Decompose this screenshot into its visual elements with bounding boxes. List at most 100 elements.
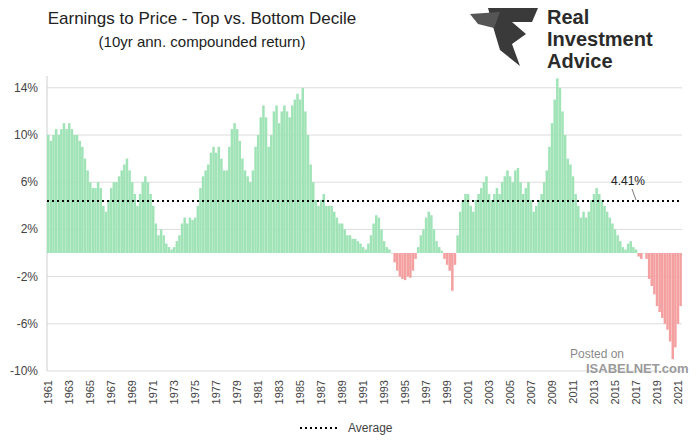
bar xyxy=(514,170,516,253)
bar xyxy=(661,253,663,318)
bar xyxy=(249,182,251,253)
bar xyxy=(645,253,647,259)
x-tick-label: 1991 xyxy=(357,380,369,404)
bar xyxy=(469,206,471,253)
bar xyxy=(260,117,262,253)
bar xyxy=(204,170,206,253)
bar xyxy=(674,253,676,347)
bar xyxy=(123,165,125,254)
bar xyxy=(102,206,104,253)
bar xyxy=(333,212,335,253)
bar xyxy=(498,194,500,253)
bar xyxy=(475,200,477,253)
bar xyxy=(194,218,196,253)
x-tick-label: 2013 xyxy=(588,380,600,404)
bar xyxy=(501,182,503,253)
bar xyxy=(199,188,201,253)
bar xyxy=(354,239,356,253)
x-tick-label: 1979 xyxy=(231,380,243,404)
bar xyxy=(462,200,464,253)
bar xyxy=(666,253,668,330)
bar xyxy=(81,147,83,253)
x-tick-label: 1993 xyxy=(378,380,390,404)
bar xyxy=(78,141,80,253)
bar xyxy=(52,135,54,253)
bar xyxy=(162,235,164,253)
bar xyxy=(648,253,650,279)
bar xyxy=(160,229,162,253)
bar xyxy=(97,182,99,253)
bar xyxy=(346,235,348,253)
bar xyxy=(212,147,214,253)
bar xyxy=(107,200,109,253)
bar xyxy=(325,206,327,253)
bar xyxy=(367,244,369,253)
bar xyxy=(202,176,204,253)
bar xyxy=(446,253,448,265)
logo-icon xyxy=(470,12,500,28)
bar xyxy=(679,253,681,306)
bar xyxy=(548,147,550,253)
bar xyxy=(585,218,587,253)
bar xyxy=(118,176,120,253)
bar xyxy=(181,224,183,254)
bar xyxy=(139,194,141,253)
bar xyxy=(677,253,679,324)
title: Earnings to Price - Top vs. Bottom Decil… xyxy=(48,9,357,28)
bar xyxy=(362,247,364,253)
grid-line xyxy=(47,276,682,277)
logo: RealInvestmentAdvice xyxy=(470,6,653,72)
bar xyxy=(168,247,170,253)
bar xyxy=(50,141,52,253)
bar xyxy=(60,129,62,253)
bar xyxy=(63,123,65,253)
bar xyxy=(530,200,532,253)
bar xyxy=(375,215,377,253)
logo-text: Advice xyxy=(547,50,613,72)
bar xyxy=(393,253,395,262)
bar xyxy=(357,241,359,253)
bar xyxy=(341,224,343,254)
bar xyxy=(183,218,185,253)
bar xyxy=(210,153,212,253)
bar xyxy=(635,249,637,253)
x-tick-label: 1965 xyxy=(84,380,96,404)
bar xyxy=(68,123,70,253)
bar xyxy=(517,168,519,253)
bar xyxy=(511,182,513,253)
bar xyxy=(414,253,416,259)
x-tick-label: 1983 xyxy=(273,380,285,404)
bar xyxy=(76,135,78,253)
bar xyxy=(149,194,151,253)
bar xyxy=(105,212,107,253)
bar xyxy=(84,159,86,253)
bar xyxy=(378,218,380,253)
bar xyxy=(283,106,285,254)
bar xyxy=(525,188,527,253)
x-tick-label: 2015 xyxy=(609,380,621,404)
bar xyxy=(438,247,440,253)
y-tick-label: -2% xyxy=(17,270,39,284)
chart: Earnings to Price - Top vs. Bottom Decil… xyxy=(0,0,700,440)
bar xyxy=(632,247,634,253)
bar xyxy=(304,111,306,253)
bar xyxy=(262,106,264,254)
bar xyxy=(73,135,75,253)
bar xyxy=(136,206,138,253)
bar xyxy=(236,129,238,253)
y-tick-label: 2% xyxy=(21,222,39,236)
bar xyxy=(173,247,175,253)
bar xyxy=(485,176,487,253)
bar xyxy=(383,241,385,253)
bar xyxy=(344,229,346,253)
bar xyxy=(527,182,529,253)
bar xyxy=(65,129,67,253)
x-tick-label: 1973 xyxy=(168,380,180,404)
bar xyxy=(467,194,469,253)
bar xyxy=(141,182,143,253)
bar xyxy=(131,182,133,253)
bar xyxy=(228,147,230,253)
bar xyxy=(239,141,241,253)
bar xyxy=(265,117,267,253)
bar xyxy=(448,253,450,271)
